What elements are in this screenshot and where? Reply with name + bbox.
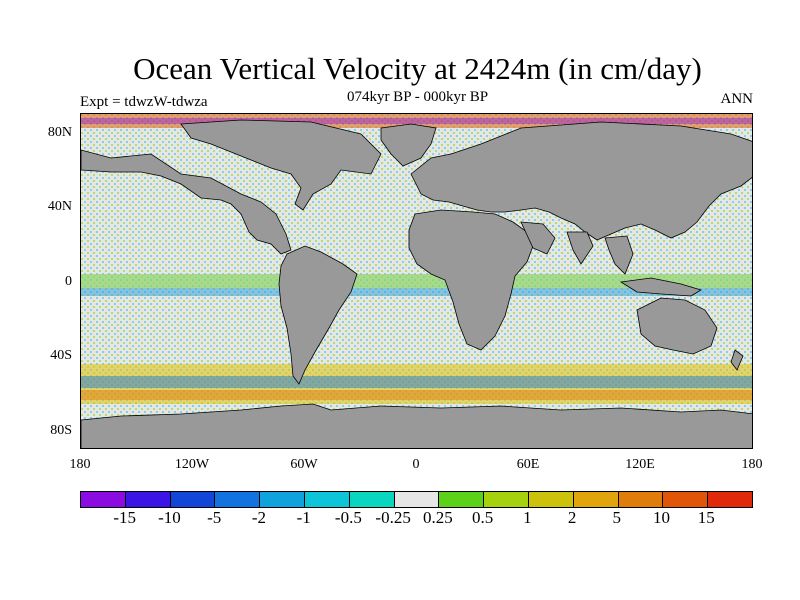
colorbar-label: -5	[207, 508, 222, 527]
colorbar-swatch	[125, 492, 171, 507]
colorbar-swatch	[304, 492, 350, 507]
lon-label: 120E	[625, 457, 655, 472]
colorbar-swatch	[81, 492, 126, 507]
indonesia	[619, 277, 702, 297]
arabia	[520, 221, 556, 255]
colorbar-swatch	[573, 492, 619, 507]
lat-label: 40S	[50, 348, 72, 363]
antarctica	[81, 403, 752, 448]
colorbar-swatch	[215, 492, 261, 507]
season-label: ANN	[720, 91, 754, 107]
lon-label: 60W	[290, 457, 318, 472]
colorbar-swatch	[439, 492, 485, 507]
lon-label: 180	[741, 457, 763, 472]
colorbar-label: 0.25	[422, 508, 453, 527]
lon-label: 60E	[516, 457, 540, 472]
colorbar-swatch	[170, 492, 216, 507]
colorbar-swatch	[663, 492, 709, 507]
lat-label: 80N	[47, 125, 72, 140]
colorbar-label: -0.5	[334, 508, 362, 527]
lon-label: 180	[69, 457, 91, 472]
colorbar-label: -1	[296, 508, 311, 527]
colorbar-swatch	[394, 492, 440, 507]
colorbar-label: -2	[251, 508, 266, 527]
australia	[636, 297, 718, 355]
south-america	[278, 245, 358, 385]
map-title: Ocean Vertical Velocity at 2424m (in cm/…	[133, 51, 702, 86]
map-panel	[80, 113, 753, 449]
colorbar-swatch	[708, 492, 752, 507]
land-masses	[81, 119, 752, 448]
europe-asia	[410, 121, 752, 241]
colorbar-swatch	[349, 492, 395, 507]
colorbar-swatch	[484, 492, 529, 507]
lat-label: 80S	[50, 423, 72, 438]
colorbar-label: 1	[523, 508, 532, 527]
greenland	[380, 123, 437, 167]
colorbar-label: 2	[567, 508, 577, 527]
india	[566, 231, 594, 265]
equatorial-band	[81, 274, 752, 288]
new-zealand	[730, 349, 744, 371]
lat-label: 40N	[47, 199, 72, 214]
colorbar-label: 15	[697, 508, 715, 527]
colorbar-label: -10	[158, 508, 181, 527]
colorbar-label: 0.5	[471, 508, 494, 527]
lat-label: 0	[65, 274, 72, 289]
colorbar	[80, 491, 753, 508]
colorbar-label: 10	[653, 508, 671, 527]
north-america	[81, 149, 292, 255]
ocean-field-map	[81, 114, 752, 448]
lon-label: 120W	[174, 457, 210, 472]
colorbar-label: 5	[612, 508, 622, 527]
colorbar-swatch	[260, 492, 305, 507]
southeast-asia	[604, 235, 634, 275]
colorbar-label: -0.25	[375, 508, 411, 527]
north-america-arctic	[180, 119, 382, 211]
lon-label: 0	[412, 457, 420, 472]
colorbar-label: -15	[113, 508, 137, 527]
colorbar-swatch	[528, 492, 574, 507]
experiment-label: Expt = tdwzW-tdwza	[80, 94, 208, 110]
africa	[408, 209, 534, 351]
colorbar-swatch	[618, 492, 664, 507]
map-subtitle: 074kyr BP - 000kyr BP	[346, 89, 489, 105]
